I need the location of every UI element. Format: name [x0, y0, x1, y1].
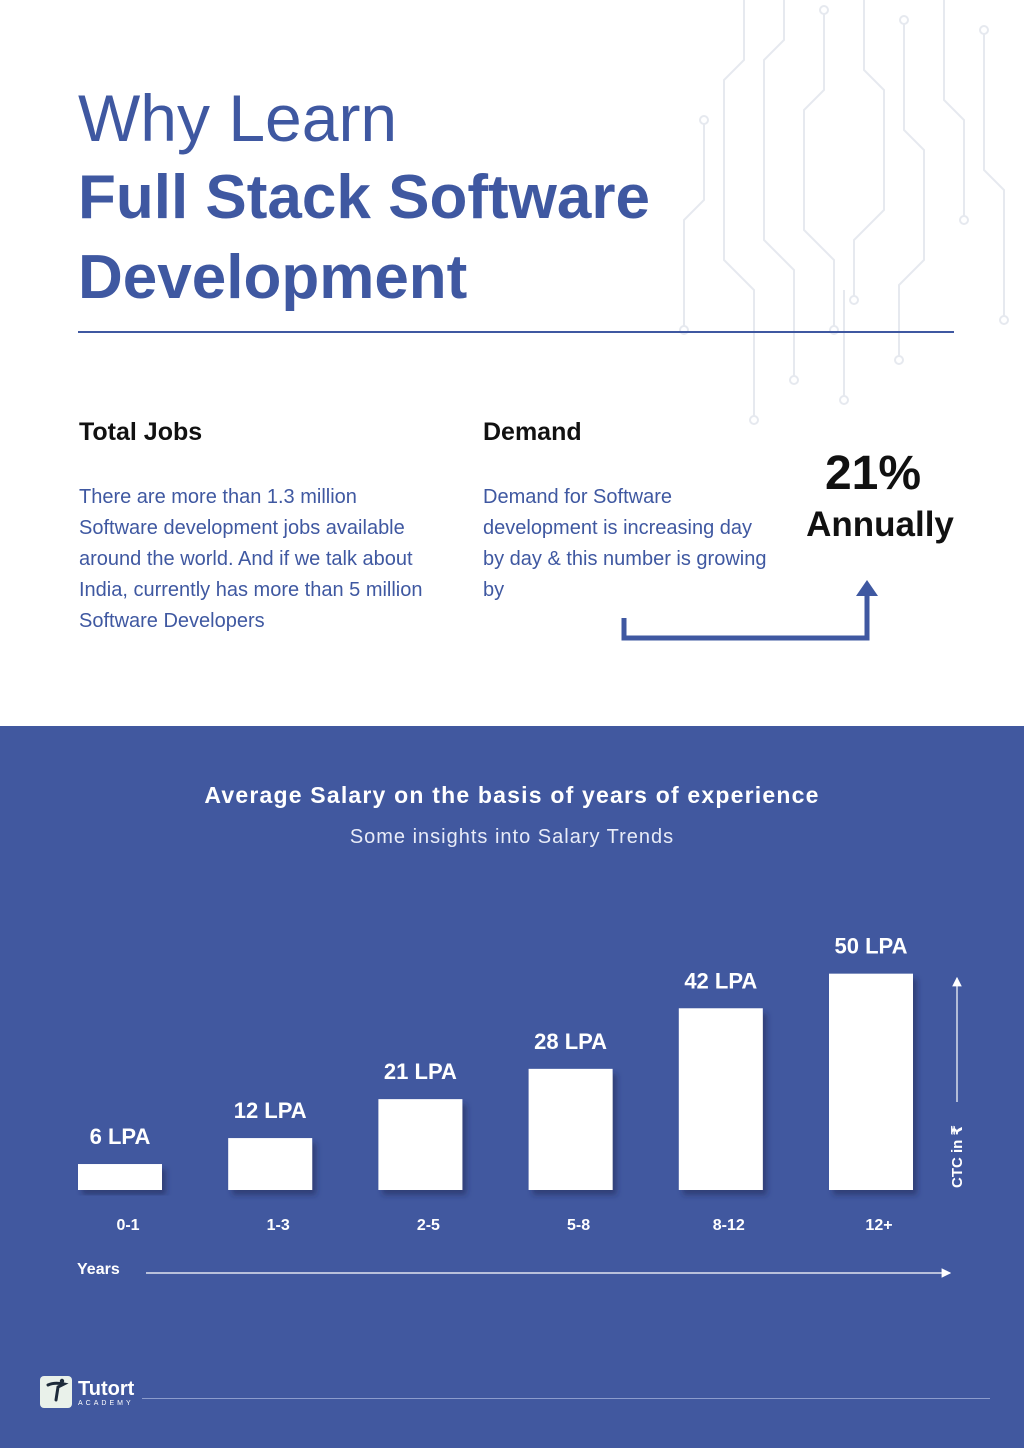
- salary-subtitle: Some insights into Salary Trends: [349, 826, 675, 848]
- title-line-1: Why Learn: [78, 81, 398, 155]
- total-jobs-heading: Total Jobs: [79, 418, 203, 446]
- page-title: Why Learn Full Stack Software Developmen…: [78, 78, 650, 318]
- demand-heading: Demand: [483, 418, 582, 446]
- footer-divider: [142, 1398, 990, 1399]
- title-line-3: Development: [78, 243, 468, 312]
- title-line-2: Full Stack Software: [78, 163, 650, 232]
- circuit-pattern-decoration: [679, 0, 1009, 425]
- brand-name: Tutort: [78, 1377, 135, 1400]
- title-divider: [78, 331, 954, 333]
- tutort-logo-icon: [40, 1376, 72, 1408]
- brand-logo: Tutort ACADEMY: [40, 1376, 134, 1408]
- brand-tagline: ACADEMY: [78, 1399, 134, 1407]
- salary-title: Average Salary on the basis of years of …: [204, 782, 820, 808]
- demand-stat-label: Annually: [806, 505, 954, 544]
- growth-arrow-icon: [621, 580, 878, 641]
- demand-text: Demand for Software development is incre…: [483, 486, 767, 601]
- total-jobs-text: There are more than 1.3 million Software…: [79, 486, 423, 632]
- demand-stat-value: 21%: [824, 447, 922, 500]
